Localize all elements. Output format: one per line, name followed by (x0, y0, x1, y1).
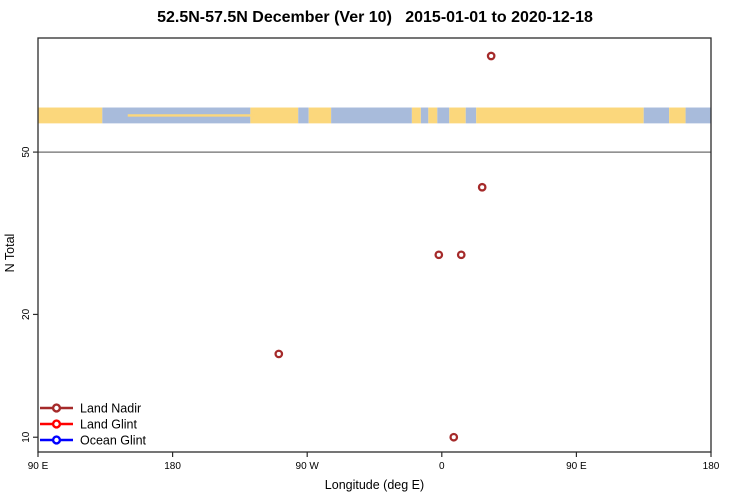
map-strip-land (38, 107, 103, 124)
data-point-land-nadir (477, 182, 487, 192)
map-strip-ocean (465, 107, 477, 124)
map-strip-land (250, 107, 299, 124)
legend-label-land-nadir: Land Nadir (80, 402, 141, 416)
x-tick-label: 90 E (566, 461, 587, 472)
map-strip-ocean (331, 107, 412, 124)
y-tick-label: 10 (21, 431, 32, 443)
map-strip-ocean (420, 107, 429, 124)
legend-marker-land-glint (51, 419, 62, 429)
data-point-land-nadir (486, 51, 496, 61)
map-strip-land (669, 107, 686, 124)
x-tick-label: 180 (703, 461, 720, 472)
legend-label-ocean-glint: Ocean Glint (80, 434, 147, 448)
map-strip-land (449, 107, 466, 124)
legend-marker-land-nadir (51, 403, 62, 413)
data-point-land-nadir (274, 349, 284, 359)
y-tick-label: 20 (21, 308, 32, 320)
x-tick-label: 90 W (296, 461, 320, 472)
legend-marker-ocean-glint (51, 435, 62, 445)
y-axis-label: N Total (3, 233, 17, 273)
map-strip-land (411, 107, 421, 124)
map-strip-ocean (437, 107, 450, 124)
map-strip-ocean (298, 107, 309, 124)
map-strip-land (308, 107, 332, 124)
map-strip-ocean (643, 107, 670, 124)
chart-title: 52.5N-57.5N December (Ver 10) 2015-01-01… (157, 9, 593, 26)
x-tick-label: 90 E (28, 461, 49, 472)
data-point-land-nadir (434, 250, 444, 260)
map-strip-ocean (685, 107, 711, 124)
y-tick-label: 50 (21, 146, 32, 158)
map-strip-land (476, 107, 644, 124)
map-strip-land-sliver (127, 114, 255, 117)
x-tick-label: 180 (164, 461, 181, 472)
x-tick-label: 0 (439, 461, 445, 472)
x-axis-label: Longitude (deg E) (324, 478, 425, 492)
plot-border (37, 37, 712, 453)
legend-label-land-glint: Land Glint (80, 418, 138, 432)
data-point-land-nadir (456, 250, 466, 260)
data-point-land-nadir (449, 432, 459, 442)
map-strip-land (428, 107, 438, 124)
